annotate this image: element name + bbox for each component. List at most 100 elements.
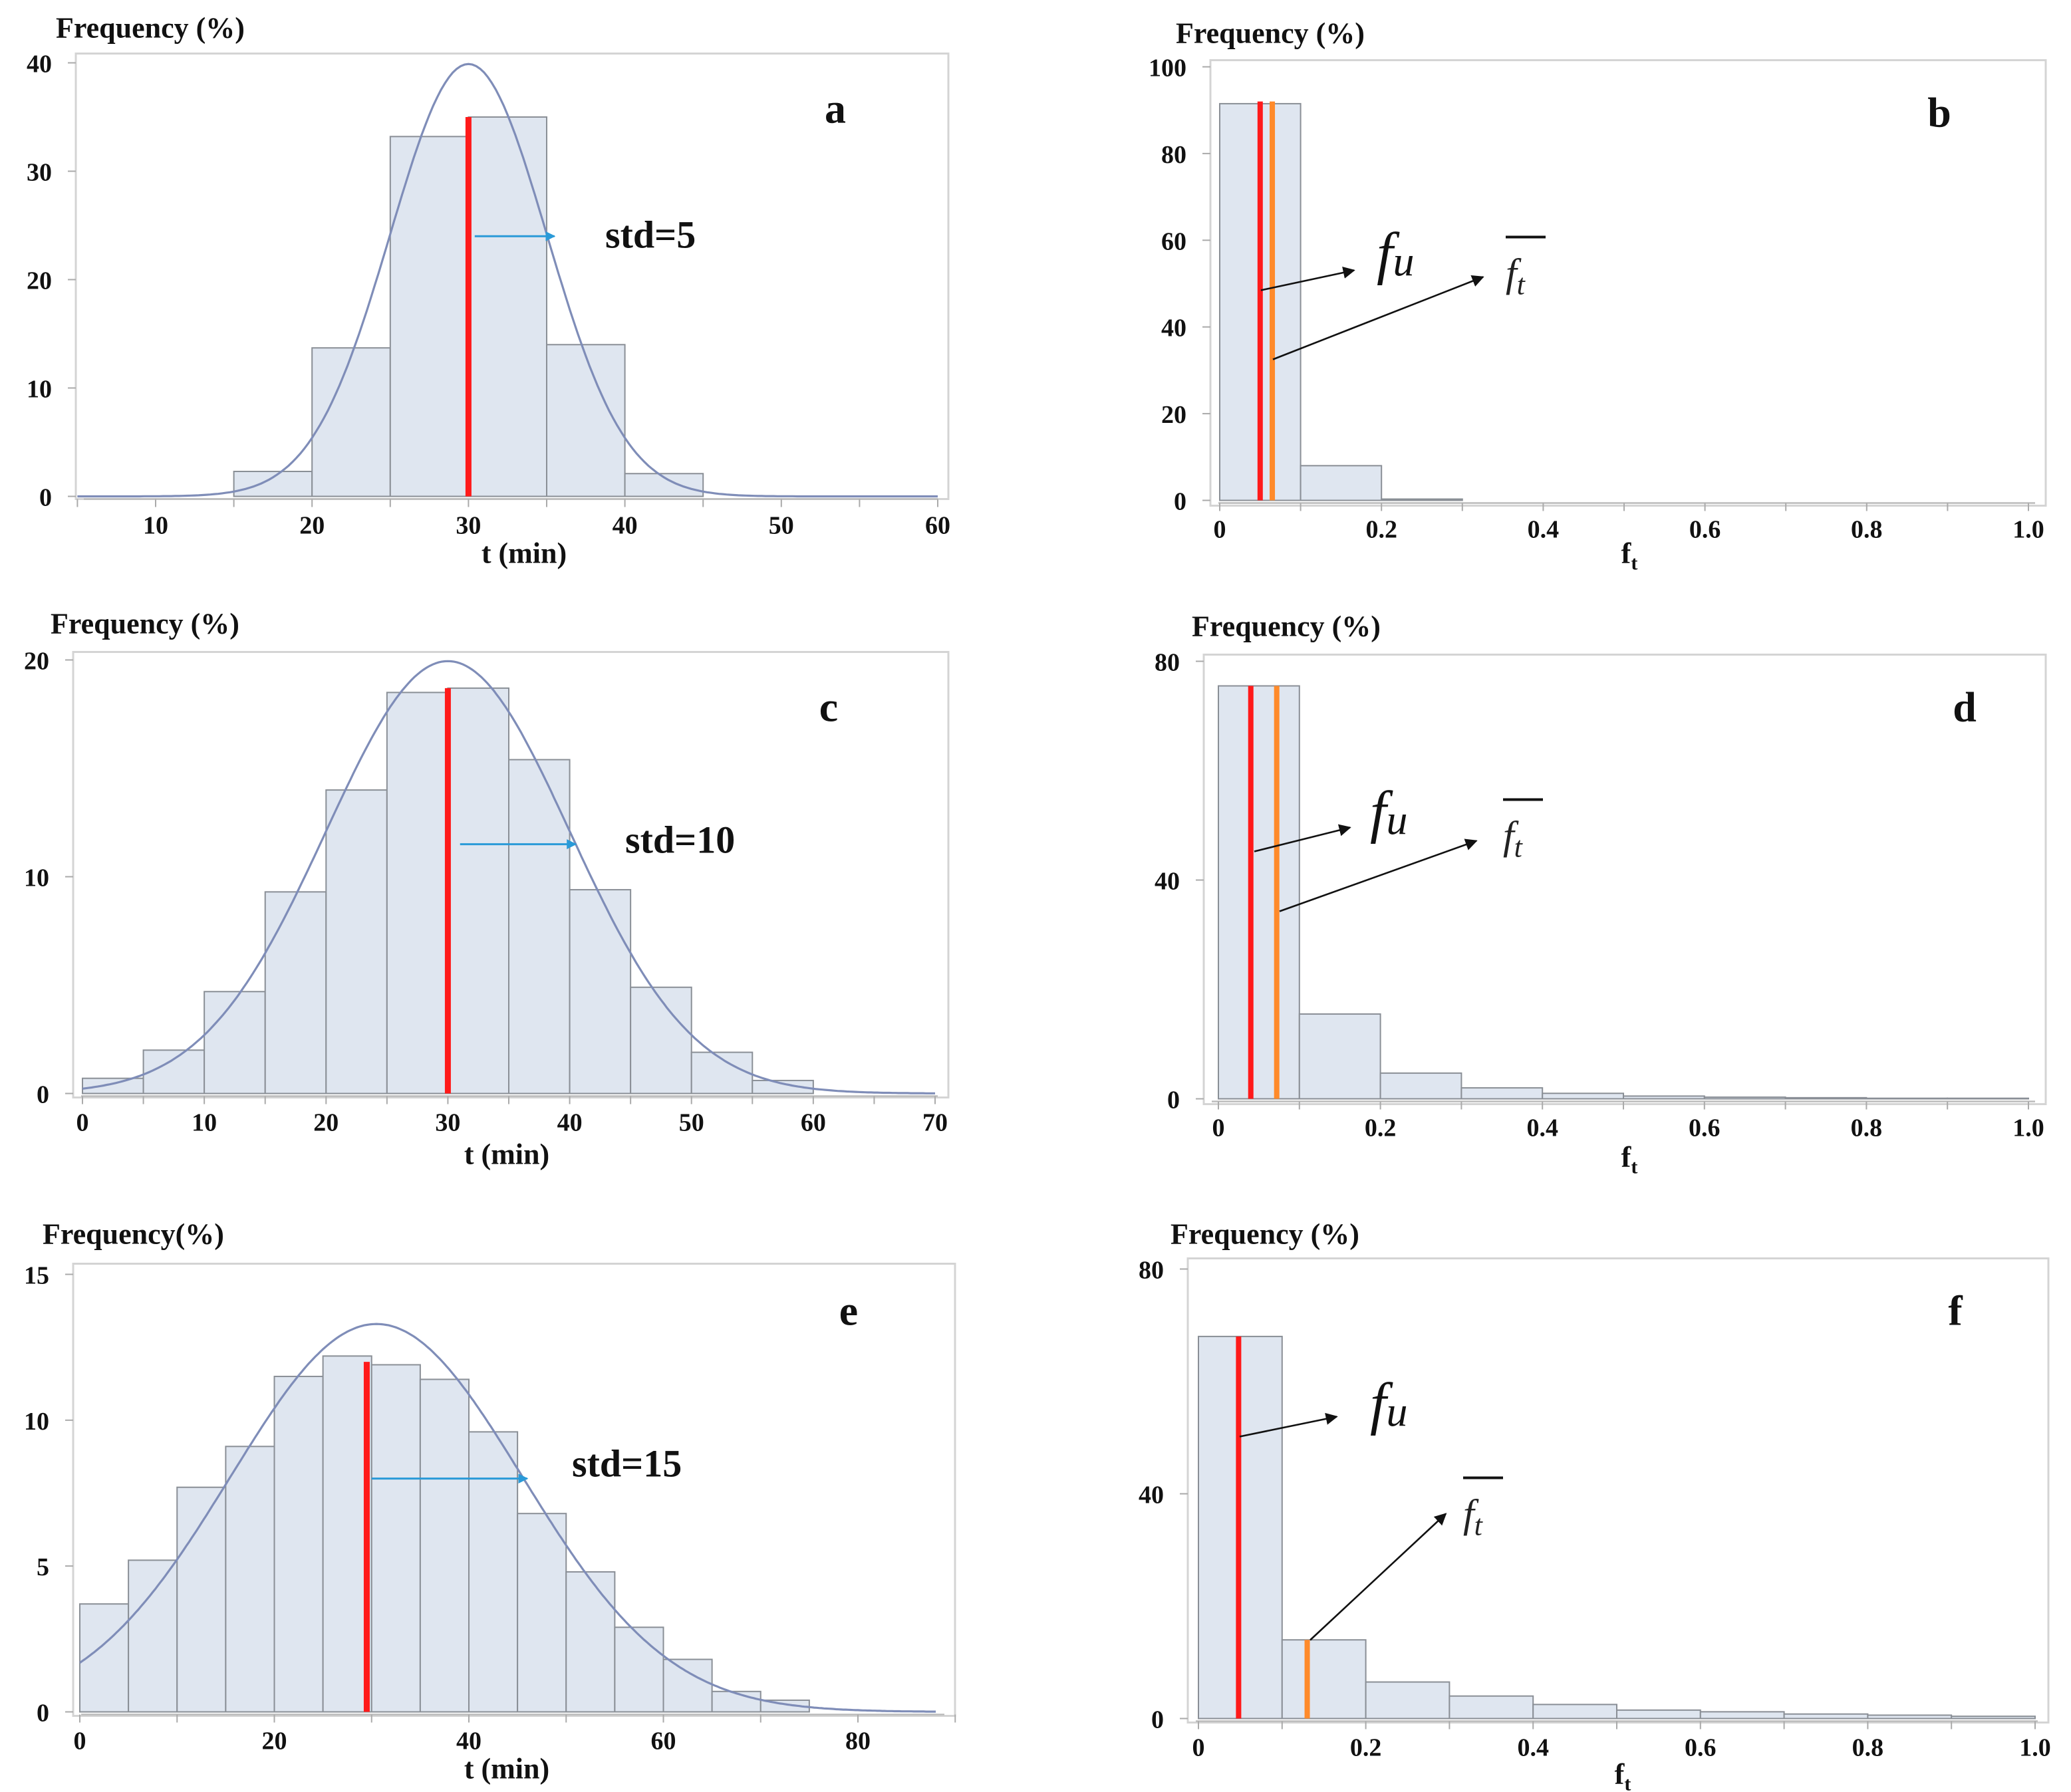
x-tick-label: 0.8 bbox=[1852, 1734, 1884, 1762]
fu-label-sub: u bbox=[1393, 238, 1414, 285]
x-tick-label: 0.4 bbox=[1517, 1734, 1549, 1762]
x-tick-label: 50 bbox=[769, 512, 794, 540]
fu-label: fu bbox=[1370, 781, 1407, 845]
y-tick-label: 0 bbox=[1174, 488, 1186, 516]
histogram-bar bbox=[128, 1559, 178, 1713]
x-tick-label: 0 bbox=[1212, 1114, 1225, 1142]
histogram-bar bbox=[225, 1446, 275, 1713]
x-tick-label: 1.0 bbox=[2012, 1114, 2044, 1142]
x-tick-label: 1.0 bbox=[2019, 1734, 2051, 1762]
panel-label: e bbox=[839, 1287, 858, 1335]
histogram-bar bbox=[264, 891, 327, 1094]
histogram-bar bbox=[569, 889, 632, 1094]
x-tick-label: 1.0 bbox=[2012, 516, 2044, 544]
x-tick-label: 0.2 bbox=[1350, 1734, 1382, 1762]
y-tick-label: 0 bbox=[37, 1081, 49, 1109]
histogram-bar bbox=[419, 1378, 470, 1713]
y-tick-label: 10 bbox=[24, 1408, 49, 1436]
ft-label: ft bbox=[1463, 1492, 1484, 1542]
x-tick-label: 20 bbox=[299, 512, 325, 540]
y-axis-title: Frequency (%) bbox=[1192, 610, 1381, 643]
x-axis-title-main: f bbox=[1621, 1141, 1632, 1174]
histogram-bar bbox=[565, 1571, 616, 1713]
histogram-bar bbox=[1532, 1704, 1617, 1720]
x-tick-label: 0 bbox=[74, 1728, 86, 1755]
x-tick-label: 30 bbox=[456, 512, 481, 540]
y-axis-title: Frequency (%) bbox=[1171, 1218, 1359, 1251]
histogram-bar bbox=[1784, 1096, 1867, 1100]
x-tick-label: 0.6 bbox=[1685, 1734, 1717, 1762]
histogram-bar bbox=[508, 759, 571, 1094]
histogram-bar bbox=[1300, 465, 1383, 501]
histogram-bar bbox=[1867, 1714, 1953, 1720]
ft-arrow bbox=[1272, 275, 1484, 360]
histogram-bar bbox=[1218, 685, 1300, 1100]
y-tick-label: 0 bbox=[1151, 1706, 1164, 1734]
y-tick-label: 60 bbox=[1161, 227, 1186, 255]
x-tick-label: 60 bbox=[651, 1728, 676, 1755]
x-axis-title-main: f bbox=[1615, 1758, 1625, 1791]
x-tick-label: 40 bbox=[557, 1109, 583, 1137]
y-tick-label: 20 bbox=[1161, 401, 1186, 429]
x-tick-label: 30 bbox=[435, 1109, 460, 1137]
x-tick-label: 0.6 bbox=[1689, 516, 1721, 544]
x-tick-label: 60 bbox=[925, 512, 950, 540]
histogram-bar bbox=[273, 1376, 324, 1713]
y-tick-label: 10 bbox=[27, 376, 52, 404]
histogram-bar bbox=[311, 347, 391, 497]
y-tick-label: 80 bbox=[1139, 1257, 1164, 1285]
histogram-bar bbox=[82, 1077, 144, 1094]
normal-curve bbox=[77, 63, 938, 498]
x-tick-label: 20 bbox=[262, 1728, 287, 1755]
histogram-bar bbox=[1616, 1709, 1701, 1720]
histogram-bar bbox=[1449, 1695, 1534, 1720]
histogram-bar bbox=[711, 1690, 761, 1713]
panel-label: c bbox=[819, 684, 838, 731]
panel-label: a bbox=[825, 85, 846, 132]
histogram-bar bbox=[662, 1658, 713, 1713]
panel-b: 0 0.2 0.4 0.6 0.8 1.0 0 20 40 60 80 100 Frequency (%… bbox=[1149, 17, 2047, 575]
histogram-bar bbox=[614, 1626, 664, 1713]
fu-arrow bbox=[1260, 267, 1355, 291]
y-tick-label: 40 bbox=[1155, 868, 1180, 896]
x-tick-label: 0.2 bbox=[1365, 516, 1397, 544]
histogram-bar bbox=[1542, 1092, 1624, 1100]
x-tick-label: 70 bbox=[922, 1109, 948, 1137]
histogram-bar bbox=[1298, 1013, 1381, 1100]
y-tick-label: 5 bbox=[37, 1553, 49, 1581]
histogram-bar bbox=[1381, 498, 1463, 501]
y-tick-label: 80 bbox=[1155, 649, 1180, 677]
x-axis-title: t (min) bbox=[482, 537, 567, 570]
histogram-bar bbox=[1699, 1711, 1785, 1720]
std-label: std=10 bbox=[625, 819, 735, 862]
histogram-bar bbox=[468, 1431, 519, 1713]
y-axis-title: Frequency (%) bbox=[1176, 17, 1365, 50]
fu-label-sub: u bbox=[1386, 1388, 1407, 1436]
panel-label: d bbox=[1953, 684, 1977, 731]
normal-curve bbox=[79, 1323, 936, 1713]
fu-label-sub: u bbox=[1386, 797, 1407, 844]
panel-label: b bbox=[1927, 89, 1951, 136]
x-tick-label: 10 bbox=[192, 1109, 217, 1137]
y-tick-label: 0 bbox=[39, 484, 52, 512]
panel-e: 0 20 40 60 80 0 5 10 15 Frequency(%) t (min) e std=1… bbox=[24, 1218, 956, 1785]
histogram-bar bbox=[142, 1049, 206, 1094]
std-label: std=5 bbox=[605, 213, 696, 257]
x-tick-label: 0 bbox=[1192, 1734, 1205, 1762]
x-tick-label: 0.2 bbox=[1365, 1114, 1397, 1142]
histogram-bar bbox=[468, 116, 548, 497]
histogram-bar bbox=[517, 1513, 567, 1713]
x-axis-title: t (min) bbox=[464, 1138, 549, 1171]
fu-arrow bbox=[1254, 824, 1351, 852]
y-tick-label: 10 bbox=[24, 864, 49, 892]
histogram-bar bbox=[1281, 1639, 1367, 1720]
histogram-bar bbox=[386, 692, 449, 1094]
ft-label-sub: t bbox=[1517, 269, 1526, 301]
ft-arrow bbox=[1279, 838, 1478, 912]
y-tick-label: 40 bbox=[27, 51, 52, 78]
x-axis-title-sub: t bbox=[1631, 1156, 1637, 1178]
histogram-bar bbox=[630, 986, 692, 1094]
y-tick-label: 0 bbox=[37, 1700, 49, 1728]
